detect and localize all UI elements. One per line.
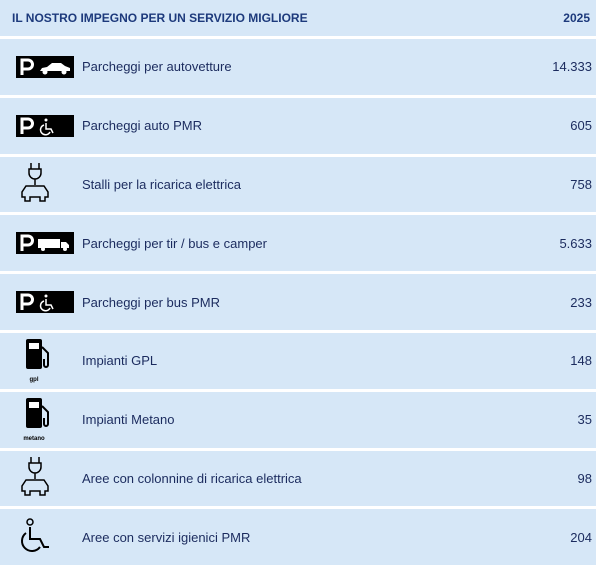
row: Parcheggi per bus PMR 233 — [0, 274, 596, 330]
row-label: Stalli per la ricarica elettrica — [82, 176, 241, 192]
row-label: Parcheggi auto PMR — [82, 118, 202, 134]
parking-car-icon — [16, 55, 74, 78]
row: Stalli per la ricarica elettrica 758 — [0, 156, 596, 213]
row: metano Impianti Metano 35 — [0, 391, 596, 448]
row-label: Aree con servizi igienici PMR — [82, 529, 251, 545]
row-value: 98 — [577, 470, 592, 486]
row-label: Parcheggi per autovetture — [82, 59, 232, 75]
row-label: Parcheggi per bus PMR — [82, 294, 221, 310]
fuel-pump-icon: gpl — [26, 338, 49, 383]
charging-icon — [21, 457, 49, 497]
row-value: 148 — [570, 353, 592, 369]
icon-label: metano — [23, 436, 45, 442]
row-label: Impianti Metano — [82, 412, 175, 428]
fuel-pump-icon: metano — [23, 397, 49, 442]
row-value: 758 — [570, 176, 592, 192]
row-value: 204 — [570, 529, 592, 545]
parking-truck-icon — [16, 232, 74, 255]
parking-pmr-icon — [16, 114, 74, 137]
icon-label: gpl — [30, 377, 39, 383]
wheelchair-icon — [21, 518, 49, 553]
row: Parcheggi per autovetture 14.333 — [0, 39, 596, 95]
charging-icon — [21, 163, 49, 203]
row: Aree con colonnine di ricarica elettrica… — [0, 450, 596, 507]
row: Parcheggi auto PMR 605 — [0, 97, 596, 154]
row-value: 35 — [577, 412, 592, 428]
row-label: Impianti GPL — [82, 353, 158, 369]
row-value: 605 — [570, 118, 592, 134]
row: Aree con servizi igienici PMR 204 — [0, 509, 596, 566]
row-label: Aree con colonnine di ricarica elettrica — [82, 470, 302, 486]
row-value: 233 — [570, 294, 592, 310]
row: Parcheggi per tir / bus e camper 5.633 — [0, 215, 596, 272]
row-label: Parcheggi per tir / bus e camper — [82, 235, 267, 251]
parking-bus-pmr-icon — [16, 291, 74, 314]
row-value: 5.633 — [559, 235, 592, 251]
header-year: 2025 — [563, 11, 590, 25]
row-value: 14.333 — [552, 59, 592, 75]
header-title: IL NOSTRO IMPEGNO PER UN SERVIZIO MIGLIO… — [12, 11, 308, 25]
header-row: IL NOSTRO IMPEGNO PER UN SERVIZIO MIGLIO… — [0, 0, 596, 36]
row: gpl Impianti GPL 148 — [0, 332, 596, 389]
